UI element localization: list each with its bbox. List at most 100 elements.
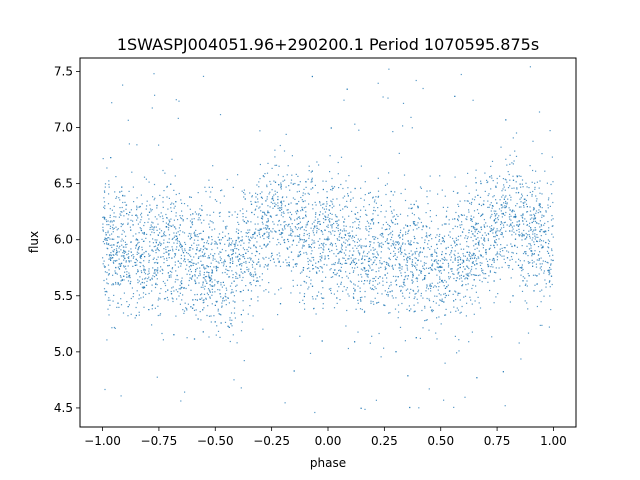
data-point [420, 221, 422, 224]
data-point [440, 270, 442, 272]
data-point [160, 244, 162, 247]
data-point [366, 253, 369, 255]
data-point [304, 240, 306, 242]
data-point [343, 221, 345, 223]
data-point [166, 185, 168, 187]
data-point [191, 276, 193, 278]
data-point [502, 194, 504, 196]
data-point [112, 284, 115, 286]
data-point [272, 196, 274, 198]
data-point [323, 238, 326, 240]
data-point [132, 224, 134, 226]
data-point [418, 255, 420, 257]
data-point [130, 248, 132, 250]
data-point [257, 280, 259, 282]
data-point [338, 275, 340, 277]
data-point [490, 188, 492, 190]
data-point [250, 282, 252, 284]
data-point [501, 232, 503, 234]
data-point [125, 204, 127, 206]
data-point [254, 255, 257, 257]
data-point [139, 276, 141, 278]
data-point [346, 200, 348, 202]
data-point [352, 240, 354, 242]
data-point [309, 259, 311, 261]
data-point [444, 292, 446, 295]
data-point [219, 336, 221, 338]
data-point [435, 251, 437, 254]
data-point [157, 267, 159, 269]
data-point [195, 309, 197, 311]
data-point [402, 295, 404, 297]
data-point [312, 208, 314, 210]
data-point [546, 182, 548, 184]
data-point [487, 266, 489, 268]
data-point [402, 238, 404, 240]
data-point [454, 259, 456, 261]
data-point [288, 261, 290, 264]
data-point [504, 189, 506, 191]
data-point [228, 244, 230, 246]
data-point [322, 244, 324, 246]
data-point [459, 275, 461, 277]
data-point [140, 254, 142, 256]
data-point [264, 173, 266, 175]
data-point [204, 247, 206, 249]
data-point [298, 223, 300, 225]
data-point [228, 215, 230, 218]
data-point [333, 234, 336, 236]
data-point [368, 270, 370, 272]
data-point [475, 169, 477, 171]
data-point [136, 207, 138, 209]
data-point [156, 258, 158, 261]
data-point [470, 274, 472, 276]
data-point [479, 264, 482, 266]
data-point [334, 262, 336, 264]
data-point [375, 263, 377, 266]
data-point [308, 244, 310, 246]
data-point [387, 295, 389, 297]
data-point [173, 219, 175, 221]
data-point [392, 194, 394, 196]
data-point [135, 273, 137, 275]
data-point [384, 184, 387, 186]
data-point [108, 314, 110, 316]
data-point [458, 205, 460, 207]
data-point [109, 244, 111, 246]
data-point [457, 235, 460, 237]
data-point [496, 202, 498, 204]
data-point [414, 251, 416, 253]
data-point [534, 220, 537, 222]
data-point [489, 270, 491, 272]
data-point [499, 230, 501, 232]
data-point [441, 266, 443, 268]
data-point [327, 236, 329, 238]
data-point [279, 207, 281, 209]
data-point [147, 221, 149, 223]
data-point [545, 233, 547, 235]
data-point [302, 192, 304, 194]
data-point [219, 293, 221, 295]
data-point [280, 188, 282, 190]
data-point [225, 228, 227, 230]
data-point [168, 264, 170, 267]
data-point [434, 295, 436, 297]
data-point [280, 214, 282, 216]
data-point [312, 298, 314, 300]
data-point [162, 169, 164, 172]
data-point [394, 308, 397, 310]
data-point [318, 228, 320, 230]
data-point [123, 250, 125, 253]
data-point [518, 235, 520, 237]
data-point [169, 249, 171, 251]
data-point [526, 224, 529, 226]
data-point [300, 196, 302, 199]
data-point [422, 327, 424, 329]
data-point [492, 228, 494, 230]
data-point [354, 245, 356, 247]
data-point [372, 218, 374, 220]
data-point [258, 232, 260, 234]
data-point [436, 338, 438, 340]
data-point [503, 226, 505, 228]
data-point [222, 220, 224, 222]
